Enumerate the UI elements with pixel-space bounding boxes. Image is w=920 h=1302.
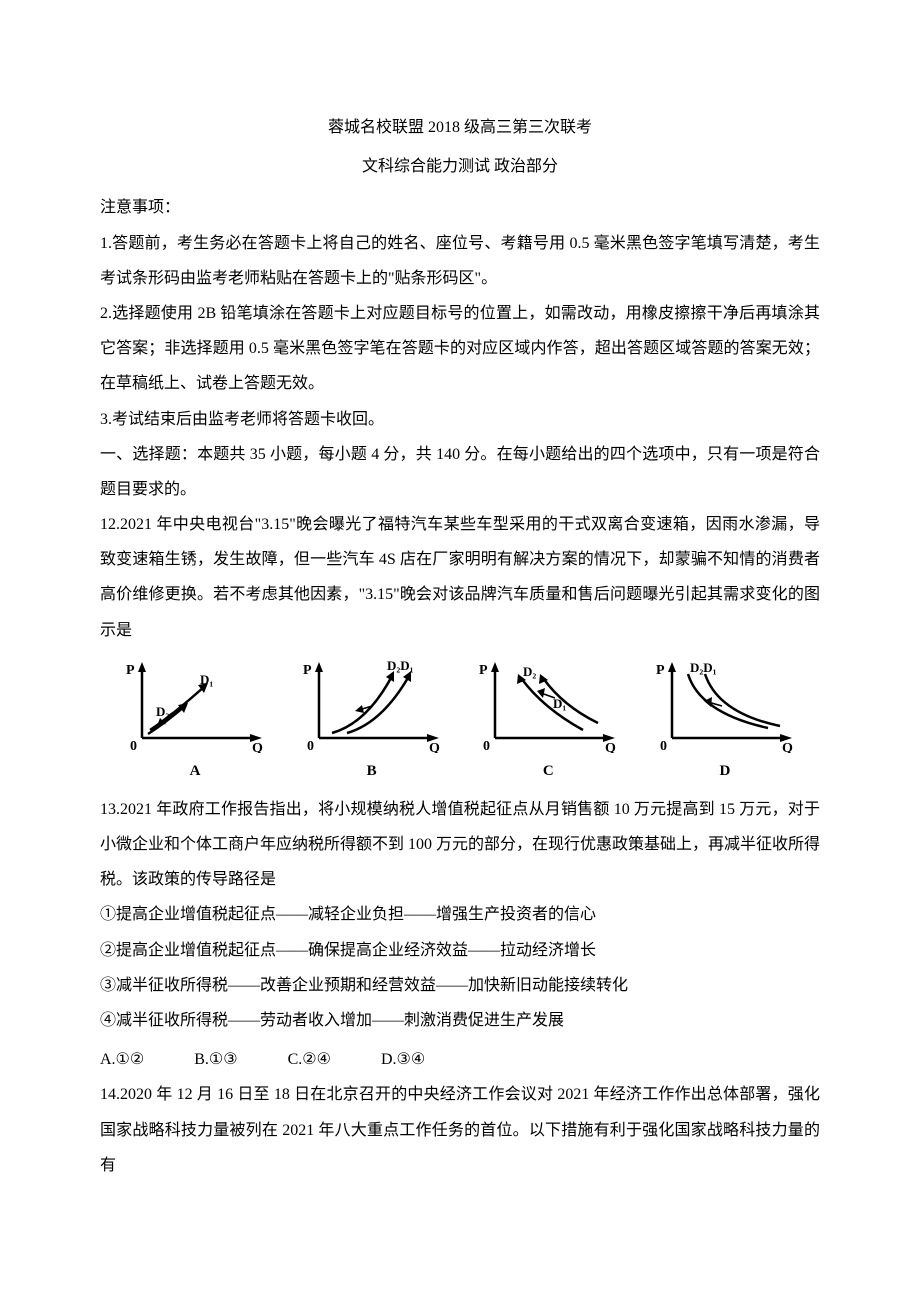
question-12: 12.2021 年中央电视台"3.15"晚会曝光了福特汽车某些车型采用的干式双离… <box>100 507 820 648</box>
q12-charts: P 0 Q D₁ D₂ A P 0 Q <box>100 658 820 788</box>
exam-title-2: 文科综合能力测试 政治部分 <box>100 149 820 184</box>
chart-d-svg: P 0 Q D₂D₁ <box>650 658 800 753</box>
notice-item-1: 1.答题前，考生务必在答题卡上将自己的姓名、座位号、考籍号用 0.5 毫米黑色签… <box>100 226 820 296</box>
chart-a-label: A <box>190 755 201 788</box>
axis-origin: 0 <box>483 739 490 753</box>
axis-origin: 0 <box>307 739 314 753</box>
axis-q: Q <box>429 741 440 753</box>
q13-option-3: ③减半征收所得税——改善企业预期和经营效益——加快新旧动能接续转化 <box>100 968 820 1003</box>
chart-b-svg: P 0 Q D₂D₁ <box>297 658 447 753</box>
exam-title-1: 蓉城名校联盟 2018 级高三第三次联考 <box>100 110 820 145</box>
notice-heading: 注意事项： <box>100 190 820 225</box>
q13-choice-d: D.③④ <box>381 1042 425 1077</box>
chart-a-svg: P 0 Q D₁ D₂ <box>120 658 270 753</box>
chart-b: P 0 Q D₂D₁ B <box>287 658 457 788</box>
question-13: 13.2021 年政府工作报告指出，将小规模纳税人增值税起征点从月销售额 10 … <box>100 792 820 898</box>
axis-origin: 0 <box>130 739 137 753</box>
axis-origin: 0 <box>660 739 667 753</box>
q13-choice-b: B.①③ <box>194 1042 237 1077</box>
chart-c-svg: P 0 Q D₂ D₁ <box>473 658 623 753</box>
axis-p: P <box>656 663 665 678</box>
chart-d-label: D <box>720 755 731 788</box>
q13-option-4: ④减半征收所得税——劳动者收入增加——刺激消费促进生产发展 <box>100 1003 820 1038</box>
axis-q: Q <box>252 741 263 753</box>
notice-item-3: 3.考试结束后由监考老师将答题卡收回。 <box>100 402 820 437</box>
q13-option-2: ②提高企业增值税起征点——确保提高企业经济效益——拉动经济增长 <box>100 933 820 968</box>
chart-c: P 0 Q D₂ D₁ C <box>463 658 633 788</box>
chart-a: P 0 Q D₁ D₂ A <box>110 658 280 788</box>
chart-b-label: B <box>367 755 377 788</box>
label-d2: D₂ <box>523 664 536 679</box>
label-d2d1: D₂D₁ <box>387 658 414 673</box>
axis-q: Q <box>782 741 793 753</box>
notice-item-2: 2.选择题使用 2B 铅笔填涂在答题卡上对应题目标号的位置上，如需改动，用橡皮擦… <box>100 296 820 402</box>
axis-p: P <box>126 663 135 678</box>
label-d2d1: D₂D₁ <box>690 660 717 675</box>
label-d2: D₂ <box>156 704 169 719</box>
chart-d: P 0 Q D₂D₁ D <box>640 658 810 788</box>
label-d1: D₁ <box>553 696 566 711</box>
axis-q: Q <box>605 741 616 753</box>
section-1-heading: 一、选择题：本题共 35 小题，每小题 4 分，共 140 分。在每小题给出的四… <box>100 437 820 507</box>
q13-choice-a: A.①② <box>100 1042 144 1077</box>
q13-option-1: ①提高企业增值税起征点——减轻企业负担——增强生产投资者的信心 <box>100 897 820 932</box>
chart-c-label: C <box>543 755 554 788</box>
q13-choice-c: C.②④ <box>288 1042 331 1077</box>
axis-p: P <box>479 663 488 678</box>
question-14: 14.2020 年 12 月 16 日至 18 日在北京召开的中央经济工作会议对… <box>100 1077 820 1183</box>
axis-p: P <box>303 663 312 678</box>
label-d1: D₁ <box>200 672 213 687</box>
q13-choices: A.①② B.①③ C.②④ D.③④ <box>100 1042 820 1077</box>
